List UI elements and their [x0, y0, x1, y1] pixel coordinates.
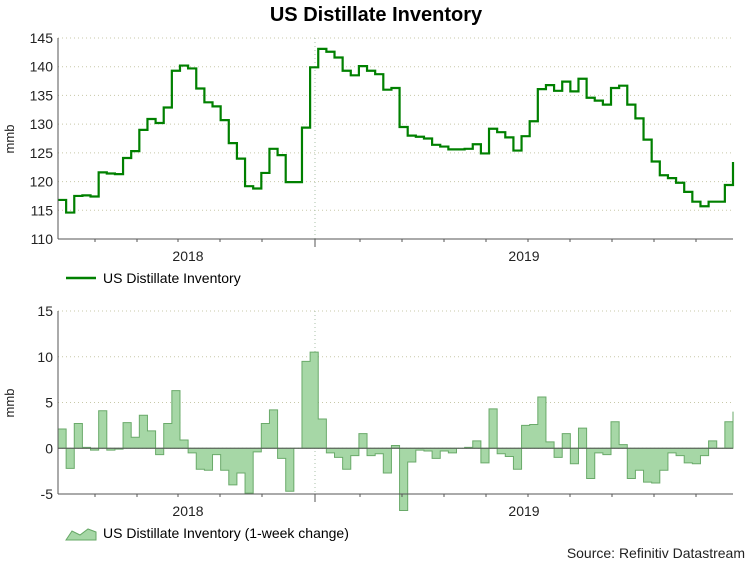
top-legend-label: US Distillate Inventory — [103, 270, 241, 286]
bottom-y-tick--5: -5 — [41, 486, 54, 502]
bottom-axes: -5 0 5 10 15 2018 2019 — [37, 303, 733, 519]
bottom-x-tick-2019: 2019 — [508, 503, 539, 519]
bottom-series-area — [57, 351, 734, 511]
top-y-tick-145: 145 — [30, 30, 54, 46]
top-y-tick-110: 110 — [31, 231, 54, 247]
top-y-tick-135: 135 — [30, 87, 54, 103]
bottom-y-tick-15: 15 — [37, 303, 53, 319]
bottom-y-tick-10: 10 — [37, 349, 53, 365]
top-y-tick-115: 115 — [31, 202, 54, 218]
chart-title: US Distillate Inventory — [270, 4, 483, 26]
bottom-chart-panel: -5 0 5 10 15 2018 2019 mmb US Distillate Inven… — [2, 303, 734, 541]
top-x-tick-2019: 2019 — [508, 248, 539, 264]
top-legend: US Distillate Inventory — [66, 270, 241, 286]
top-chart-panel: 110 115 120 125 130 135 140 145 2018 2019 mmb US … — [2, 30, 735, 286]
top-series-line — [58, 47, 735, 214]
top-x-tick-2018: 2018 — [172, 248, 203, 264]
top-gridlines — [58, 37, 733, 239]
bottom-legend-label: US Distillate Inventory (1-week change) — [103, 525, 349, 541]
top-series-layer — [58, 47, 735, 214]
top-axes: 110 115 120 125 130 135 140 145 2018 2019 — [30, 30, 733, 264]
top-y-tick-120: 120 — [30, 174, 54, 190]
source-note: Source: Refinitiv Datastream — [567, 545, 745, 561]
bottom-series-layer — [57, 351, 734, 511]
bottom-legend: US Distillate Inventory (1-week change) — [65, 525, 349, 541]
top-y-axis-label: mmb — [2, 125, 17, 154]
bottom-y-tick-0: 0 — [45, 440, 53, 456]
bottom-y-tick-5: 5 — [45, 395, 53, 411]
top-y-tick-125: 125 — [30, 145, 54, 161]
top-y-tick-130: 130 — [30, 116, 54, 132]
top-y-tick-140: 140 — [30, 59, 54, 75]
bottom-x-tick-2018: 2018 — [172, 503, 203, 519]
bottom-legend-swatch — [65, 528, 97, 541]
bottom-y-axis-label: mmb — [2, 389, 17, 418]
